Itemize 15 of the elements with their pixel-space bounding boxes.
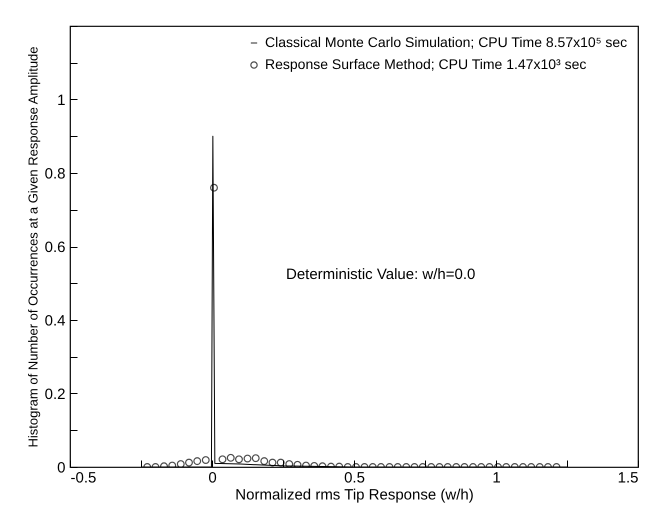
legend-label: Classical Monte Carlo Simulation; CPU Time 8.57x10⁵ sec xyxy=(265,34,628,50)
x-tick-label: -0.5 xyxy=(70,470,96,486)
x-tick-label: 1 xyxy=(492,470,501,486)
y-tick-label: 0.6 xyxy=(44,239,66,256)
y-tick-label: 1 xyxy=(57,92,66,109)
x-tick-label: 0.5 xyxy=(344,470,365,486)
x-tick-label: 1.5 xyxy=(618,470,638,486)
y-axis-title: Histogram of Number of Occurrences at a Given Response Amplitude xyxy=(26,46,41,448)
x-axis-title: Normalized rms Tip Response (w/h) xyxy=(235,486,474,504)
y-tick-label: 0.2 xyxy=(44,386,66,403)
annotation: Deterministic Value: w/h=0.0 xyxy=(286,266,476,283)
y-tick-label: 0.8 xyxy=(44,166,66,182)
x-tick-label: 0 xyxy=(208,470,217,486)
y-tick-label: 0.4 xyxy=(44,312,66,330)
legend-label: Response Surface Method; CPU Time 1.47x10³ sec xyxy=(265,56,586,72)
